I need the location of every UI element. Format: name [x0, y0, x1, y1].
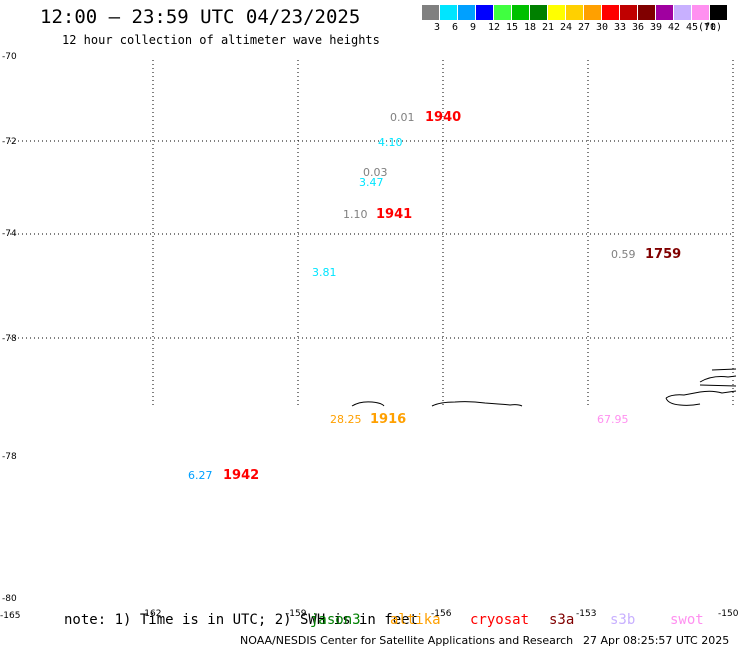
legend-swatch	[422, 5, 439, 20]
legend-swatch	[638, 5, 655, 20]
pass-time: 1940	[425, 110, 461, 125]
legend-label: 21	[542, 22, 555, 33]
satellite-altika: altika	[390, 612, 441, 628]
lat-label: -78	[2, 334, 17, 344]
pass-time: 1916	[370, 412, 406, 427]
legend-label: 42	[668, 22, 681, 33]
lat-label: -78	[2, 452, 17, 462]
legend-swatch	[440, 5, 457, 20]
legend-label: 33	[614, 22, 627, 33]
legend-label: 24	[560, 22, 573, 33]
satellite-swot: swot	[670, 612, 704, 628]
satellite-s3a: s3a	[549, 612, 575, 628]
legend-swatch	[620, 5, 637, 20]
graticule	[10, 60, 734, 405]
legend-label: 12	[488, 22, 501, 33]
lat-label: -74	[2, 229, 17, 239]
lon-label: -156	[431, 609, 452, 619]
legend-swatch	[584, 5, 601, 20]
legend-label: 70	[704, 22, 717, 33]
satellite-s3b: s3b	[610, 612, 636, 628]
legend-unit: (ft)	[698, 22, 723, 33]
lon-label: -153	[576, 609, 596, 619]
pass-time: 1941	[376, 207, 412, 222]
swh-value: 3.47	[359, 176, 384, 189]
wave-height-color-legend: 3 6 9 12 15 18 21 24 27 30 33 36 39 42 45 70 (ft)	[422, 5, 728, 33]
legend-swatch	[710, 5, 727, 20]
swh-value: 0.01	[390, 111, 415, 124]
legend-swatch	[674, 5, 691, 20]
legend-label: 18	[524, 22, 537, 33]
legend-label: 45	[686, 22, 699, 33]
legend-swatch	[548, 5, 565, 20]
swh-value: 67.95	[597, 413, 629, 426]
legend-swatch	[494, 5, 511, 20]
footer-organization: NOAA/NESDIS Center for Satellite Applica…	[240, 634, 574, 647]
chart-subtitle: 12 hour collection of altimeter wave hei…	[62, 33, 380, 47]
swh-value: 1.10	[343, 208, 368, 221]
satellite-jason3: jason3	[310, 612, 361, 628]
legend-swatch	[476, 5, 493, 20]
swh-value: 4.10	[378, 136, 403, 149]
swh-value: 0.03	[363, 166, 388, 179]
observations: 0.01 1940 4.10 0.03 3.47 1.10 1941 3.81 …	[188, 110, 681, 483]
legend-swatch	[566, 5, 583, 20]
legend-swatch	[530, 5, 547, 20]
legend-label: 30	[596, 22, 609, 33]
chart-title: 12:00 – 23:59 UTC 04/23/2025	[40, 6, 361, 28]
legend-label: 27	[578, 22, 591, 33]
legend-swatch	[512, 5, 529, 20]
legend-label: 9	[470, 22, 477, 33]
legend-swatch	[656, 5, 673, 20]
lat-label: -80	[2, 594, 17, 604]
longitude-labels: -165 -162 -159 -156 -153 -150	[0, 609, 739, 621]
satellite-cryosat: cryosat	[470, 612, 530, 628]
units-note: note: 1) Time is in UTC; 2) SWH is in fe…	[64, 612, 419, 628]
lat-label: -72	[2, 137, 17, 147]
footer-timestamp: 27 Apr 08:25:57 UTC 2025	[583, 634, 730, 647]
legend-swatch	[692, 5, 709, 20]
lon-label: -162	[141, 609, 161, 619]
lat-label: -70	[2, 52, 17, 62]
swh-value: 28.25	[330, 413, 362, 426]
swh-value: 6.27	[188, 469, 213, 482]
legend-label: 39	[650, 22, 663, 33]
legend-label: 15	[506, 22, 519, 33]
pass-time: 1759	[645, 247, 681, 262]
swh-value: 0.59	[611, 248, 636, 261]
latitude-labels: -70 -72 -74 -78 -78 -80	[2, 52, 17, 604]
legend-swatch	[458, 5, 475, 20]
lon-label: -165	[0, 611, 20, 621]
lon-label: -150	[718, 609, 739, 619]
coastline	[351, 368, 737, 407]
lon-label: -159	[286, 609, 307, 619]
legend-swatch	[602, 5, 619, 20]
legend-label: 6	[452, 22, 459, 33]
legend-label: 3	[434, 22, 441, 33]
legend-label: 36	[632, 22, 645, 33]
pass-time: 1942	[223, 468, 259, 483]
swh-value: 3.81	[312, 266, 337, 279]
